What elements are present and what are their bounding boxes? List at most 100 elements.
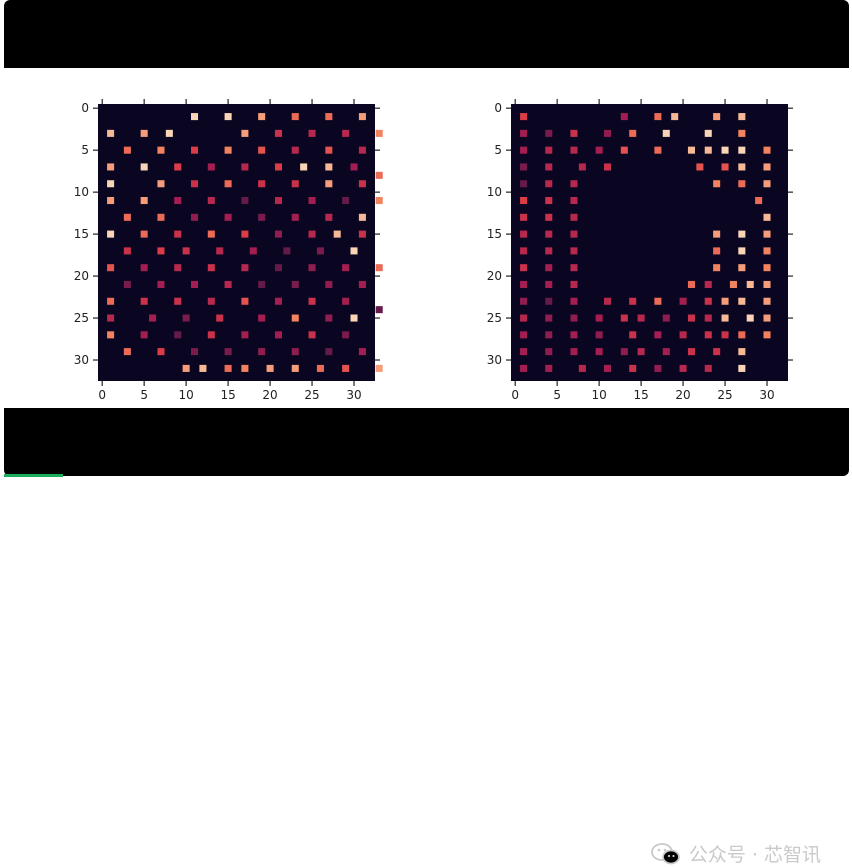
- heatmap-cell: [123, 146, 131, 154]
- heatmap-cell: [316, 247, 324, 255]
- heatmap-cell: [107, 297, 115, 305]
- heatmap-cell: [604, 129, 612, 137]
- heatmap-cell: [545, 163, 553, 171]
- heatmap-cell: [325, 180, 333, 188]
- heatmap-cell: [291, 180, 299, 188]
- heatmap-cell: [325, 113, 333, 121]
- heatmap-cell: [520, 331, 528, 339]
- heatmap-cell: [696, 163, 704, 171]
- heatmap-cell: [687, 348, 695, 356]
- heatmap-cell: [738, 230, 746, 238]
- heatmap-cell: [375, 264, 383, 272]
- heatmap-cell: [520, 230, 528, 238]
- heatmap-cell: [520, 146, 528, 154]
- heatmap-cell: [224, 280, 232, 288]
- y-tick-label: 0: [81, 101, 89, 115]
- heatmap-cell: [258, 113, 266, 121]
- heatmap-cell: [604, 163, 612, 171]
- heatmap-cell: [375, 197, 383, 205]
- heatmap-cell: [157, 180, 165, 188]
- heatmap-cell: [308, 230, 316, 238]
- heatmap-cell: [207, 163, 215, 171]
- x-tick-label: 5: [140, 388, 148, 402]
- heatmap-cell: [266, 364, 274, 372]
- playback-progress[interactable]: [4, 474, 64, 477]
- heatmap-cell: [191, 280, 199, 288]
- heatmap-cell: [654, 331, 662, 339]
- heatmap-cell: [637, 348, 645, 356]
- heatmap-cell: [358, 180, 366, 188]
- heatmap-cell: [274, 197, 282, 205]
- heatmap-cell: [570, 348, 578, 356]
- heatmap-cell: [358, 113, 366, 121]
- x-tick-label: 10: [178, 388, 193, 402]
- heatmap-cell: [520, 364, 528, 372]
- heatmap-right: 0 5 10 15 20 25 30 0 5 10 15 20 25 30: [487, 99, 793, 402]
- heatmap-cell: [545, 230, 553, 238]
- heatmap-cell: [291, 314, 299, 322]
- heatmap-cell: [545, 129, 553, 137]
- heatmap-cell: [520, 348, 528, 356]
- heatmap-cell: [283, 247, 291, 255]
- heatmap-cell: [746, 280, 754, 288]
- heatmap-cell: [107, 264, 115, 272]
- heatmap-cell: [140, 163, 148, 171]
- heatmap-cell: [224, 146, 232, 154]
- heatmap-cell: [763, 247, 771, 255]
- heatmap-cell: [191, 348, 199, 356]
- heatmap-cell: [721, 146, 729, 154]
- heatmap-cell: [763, 163, 771, 171]
- heatmap-cell: [763, 264, 771, 272]
- x-tick-label: 30: [346, 388, 361, 402]
- heatmap-cell: [604, 364, 612, 372]
- heatmap-cell: [570, 297, 578, 305]
- heatmap-cell: [350, 163, 358, 171]
- heatmap-cell: [308, 129, 316, 137]
- heatmap-cell: [107, 180, 115, 188]
- heatmap-cell: [140, 264, 148, 272]
- heatmap-cell: [258, 280, 266, 288]
- heatmap-cell: [291, 364, 299, 372]
- heatmap-cell: [738, 180, 746, 188]
- heatmap-cell: [325, 213, 333, 221]
- heatmap-cell: [713, 348, 721, 356]
- x-tick-label: 25: [304, 388, 319, 402]
- heatmap-cell: [721, 163, 729, 171]
- heatmap-cell: [258, 314, 266, 322]
- heatmap-cell: [107, 314, 115, 322]
- heatmap-cell: [174, 197, 182, 205]
- heatmap-cell: [375, 306, 383, 314]
- heatmap-cell: [358, 146, 366, 154]
- y-tick-label: 15: [74, 227, 89, 241]
- heatmap-cell: [520, 213, 528, 221]
- heatmap-cell: [520, 297, 528, 305]
- heatmap-cell: [704, 314, 712, 322]
- heatmap-cell: [291, 213, 299, 221]
- heatmap-cell: [157, 280, 165, 288]
- heatmap-cell: [520, 129, 528, 137]
- heatmap-cell: [123, 280, 131, 288]
- y-tick-label: 20: [487, 269, 502, 283]
- y-tick-label: 30: [487, 353, 502, 367]
- heatmap-cell: [140, 129, 148, 137]
- x-tick-label: 0: [98, 388, 106, 402]
- heatmap-cell: [520, 247, 528, 255]
- heatmap-cell: [241, 197, 249, 205]
- x-tick-label: 20: [675, 388, 690, 402]
- heatmap-cell: [342, 197, 350, 205]
- heatmap-cell: [570, 247, 578, 255]
- heatmap-cell: [687, 280, 695, 288]
- heatmap-cell: [224, 213, 232, 221]
- heatmap-cell: [274, 264, 282, 272]
- heatmap-cell: [224, 364, 232, 372]
- heatmap-cell: [570, 146, 578, 154]
- heatmap-cell: [325, 163, 333, 171]
- heatmap-cell: [182, 247, 190, 255]
- x-tick-label: 0: [511, 388, 519, 402]
- heatmap-cell: [342, 129, 350, 137]
- y-tick-label: 10: [487, 185, 502, 199]
- heatmap-cell: [342, 331, 350, 339]
- heatmap-cell: [545, 297, 553, 305]
- heatmap-cell: [620, 146, 628, 154]
- heatmap-cell: [224, 180, 232, 188]
